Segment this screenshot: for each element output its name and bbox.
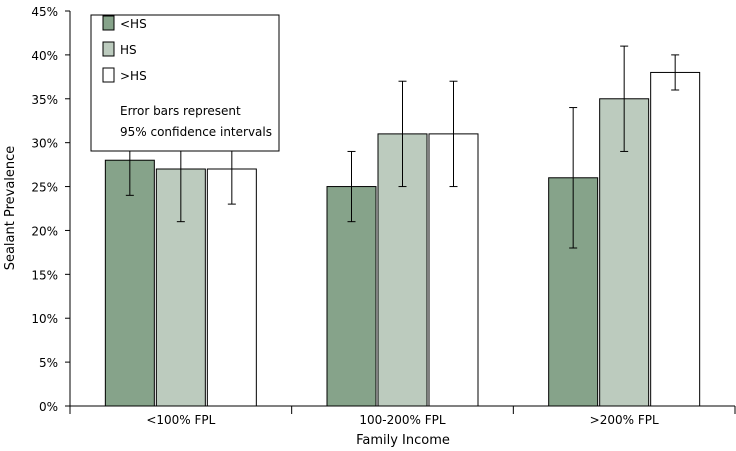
legend-swatch: [102, 41, 115, 57]
x-tick-label: <100% FPL: [146, 413, 215, 427]
legend-swatch: [102, 15, 115, 31]
y-tick-label: 40%: [31, 49, 58, 63]
y-tick-label: 10%: [31, 312, 58, 326]
y-axis-label: Sealant Prevalence: [3, 146, 18, 271]
legend-label: <HS: [120, 17, 147, 31]
x-axis-label: Family Income: [356, 433, 450, 448]
x-tick-label: >200% FPL: [590, 413, 659, 427]
y-tick-label: 45%: [31, 5, 58, 19]
legend-box: [90, 14, 280, 152]
legend-label: >HS: [120, 69, 147, 83]
y-tick-label: 5%: [39, 356, 58, 370]
bar: [206, 168, 257, 407]
y-tick-label: 25%: [31, 181, 58, 195]
y-tick-label: 35%: [31, 93, 58, 107]
legend-swatch: [102, 67, 115, 83]
legend-label: HS: [120, 43, 137, 57]
y-tick-label: 20%: [31, 224, 58, 238]
x-tick-label: 100-200% FPL: [359, 413, 445, 427]
bar: [104, 159, 155, 407]
legend: <HS HS >HS Error bars represent 95% confiden…: [90, 14, 280, 152]
y-tick-label: 0%: [39, 400, 58, 414]
bar: [650, 71, 701, 407]
legend-note: Error bars represent: [120, 104, 241, 118]
y-tick-label: 30%: [31, 137, 58, 151]
legend-note: 95% confidence intervals: [120, 125, 272, 139]
y-tick-label: 15%: [31, 268, 58, 282]
